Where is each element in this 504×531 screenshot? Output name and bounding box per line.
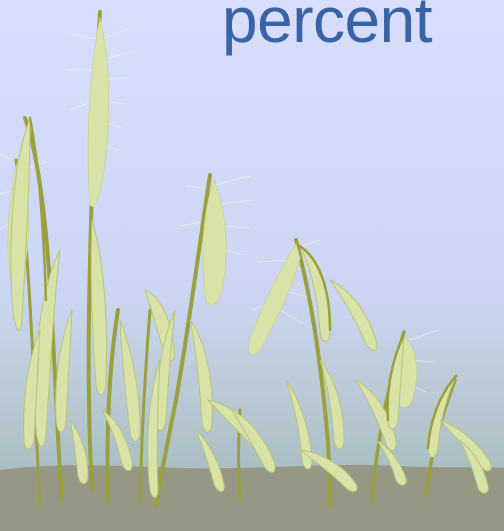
grass-awns xyxy=(0,27,439,393)
slide-headline: percent xyxy=(222,0,432,56)
ground xyxy=(0,464,504,531)
grass-leaves xyxy=(10,117,492,498)
leaf-edges xyxy=(28,116,458,450)
